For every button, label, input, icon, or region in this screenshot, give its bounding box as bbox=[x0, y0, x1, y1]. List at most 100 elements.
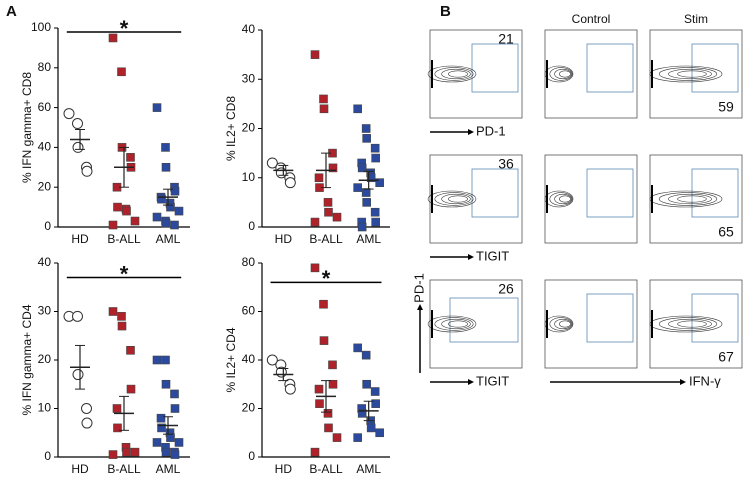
point bbox=[353, 104, 362, 114]
point bbox=[284, 383, 296, 395]
y-axis-label: % IL2+ CD8 bbox=[224, 96, 238, 161]
point bbox=[122, 447, 131, 457]
point bbox=[371, 153, 380, 163]
contour bbox=[668, 193, 712, 205]
point bbox=[357, 409, 367, 418]
contour bbox=[559, 70, 571, 78]
contour bbox=[441, 318, 471, 330]
point bbox=[122, 206, 131, 216]
x-tick-label: B-ALL bbox=[107, 232, 141, 246]
y-tick-label: 60 bbox=[38, 100, 52, 114]
point bbox=[170, 186, 180, 196]
y-tick-label: 20 bbox=[38, 179, 52, 193]
contour bbox=[554, 68, 572, 80]
point bbox=[310, 50, 320, 59]
contour bbox=[434, 317, 474, 331]
point bbox=[323, 198, 333, 207]
x-tick-label: AML bbox=[156, 232, 181, 246]
point bbox=[314, 384, 324, 394]
x-tick-label: HD bbox=[275, 462, 293, 476]
flow-panel bbox=[649, 279, 743, 369]
point bbox=[174, 206, 184, 216]
point bbox=[357, 222, 367, 232]
point bbox=[370, 143, 380, 153]
gate-number: 21 bbox=[498, 31, 514, 47]
point bbox=[126, 384, 136, 394]
point bbox=[361, 188, 371, 197]
y-tick-label: 0 bbox=[248, 449, 255, 463]
point bbox=[319, 336, 329, 345]
y-tick-label: 80 bbox=[242, 255, 256, 269]
contour bbox=[649, 65, 723, 83]
point bbox=[370, 207, 380, 217]
contour bbox=[549, 67, 573, 81]
y-tick-label: 100 bbox=[31, 20, 51, 34]
gate bbox=[691, 293, 739, 343]
contour bbox=[448, 320, 468, 328]
gate bbox=[586, 43, 634, 93]
arrow-head bbox=[417, 304, 423, 310]
point bbox=[323, 409, 333, 418]
point bbox=[314, 173, 324, 183]
point bbox=[63, 108, 75, 120]
point bbox=[161, 163, 171, 172]
y-tick-label: 30 bbox=[38, 304, 52, 318]
point bbox=[315, 399, 324, 408]
contour bbox=[544, 315, 574, 333]
y-axis-label: % IFN gamma+ CD4 bbox=[20, 304, 34, 415]
point bbox=[113, 202, 122, 212]
gate bbox=[449, 297, 519, 343]
point bbox=[117, 67, 126, 77]
contour bbox=[549, 192, 573, 206]
point bbox=[112, 404, 122, 413]
point bbox=[72, 141, 84, 153]
contour bbox=[677, 70, 707, 78]
point bbox=[370, 387, 380, 396]
contour bbox=[649, 315, 723, 333]
point bbox=[328, 379, 338, 389]
gate-number: 59 bbox=[718, 99, 734, 115]
significance-star: * bbox=[120, 16, 129, 41]
point bbox=[161, 218, 171, 228]
x-tick-label: AML bbox=[356, 462, 381, 476]
x-tick-label: HD bbox=[71, 232, 89, 246]
point bbox=[371, 399, 380, 408]
point bbox=[366, 173, 376, 183]
x-label: TIGIT bbox=[476, 373, 509, 388]
point bbox=[157, 194, 166, 204]
point bbox=[152, 355, 162, 365]
point bbox=[81, 417, 93, 429]
contour bbox=[434, 192, 474, 206]
point bbox=[328, 163, 338, 173]
contour bbox=[448, 70, 468, 78]
y-axis-label: % IFN gamma+ CD8 bbox=[20, 72, 34, 183]
y-tick-label: 40 bbox=[38, 255, 52, 269]
point bbox=[332, 433, 342, 442]
point bbox=[310, 447, 320, 457]
point bbox=[328, 360, 337, 370]
point bbox=[170, 450, 180, 459]
y-tick-label: 0 bbox=[44, 219, 51, 233]
x-tick-label: B-ALL bbox=[309, 462, 343, 476]
point bbox=[266, 354, 278, 366]
y-tick-label: 60 bbox=[242, 304, 256, 318]
point bbox=[130, 447, 140, 457]
contour bbox=[549, 317, 573, 331]
point bbox=[375, 428, 384, 438]
point bbox=[152, 103, 162, 112]
y-tick-label: 80 bbox=[38, 60, 52, 74]
point bbox=[161, 447, 171, 457]
point bbox=[157, 423, 166, 433]
x-label: PD-1 bbox=[476, 123, 506, 138]
point bbox=[108, 307, 118, 316]
point bbox=[362, 198, 371, 207]
arrow-head bbox=[680, 379, 686, 385]
gate bbox=[586, 293, 634, 343]
point bbox=[152, 212, 162, 222]
point bbox=[166, 433, 175, 442]
point bbox=[161, 143, 170, 152]
panel-label: B bbox=[440, 3, 451, 20]
contour bbox=[434, 67, 474, 81]
gate bbox=[586, 168, 634, 218]
point bbox=[353, 343, 362, 353]
